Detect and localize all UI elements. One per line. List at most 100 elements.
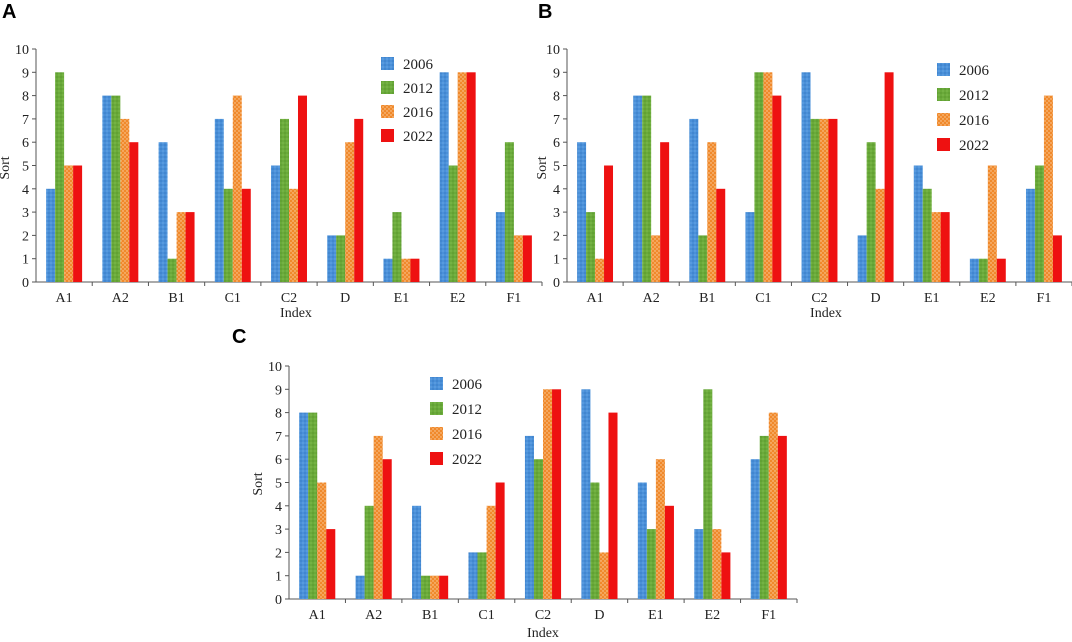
bar-C2-2022 (297, 95, 307, 282)
legend-label-2022: 2022 (959, 138, 989, 154)
bar-F1-2006 (1025, 188, 1035, 282)
bar-D-2022 (608, 412, 618, 599)
bar-D-2022 (354, 118, 364, 283)
bar-A2-2006 (355, 575, 365, 599)
y-tick-label: 7 (275, 430, 282, 445)
legend-swatch-2016 (381, 105, 394, 118)
panel-label: A (2, 1, 16, 23)
bar-A1-2012 (55, 72, 65, 282)
y-tick-label: 0 (275, 593, 282, 608)
bar-C1-2006 (468, 552, 478, 599)
bar-C1-2022 (241, 188, 251, 282)
x-axis-title: Index (280, 306, 312, 321)
bar-F1-2012 (759, 435, 769, 599)
y-tick-label: 4 (553, 183, 560, 198)
legend-swatch-2022 (381, 129, 394, 142)
bar-F1-2022 (1052, 235, 1062, 282)
bar-A2-2022 (660, 142, 670, 282)
bar-C2-2016 (289, 188, 298, 282)
chart-panel-b: B 0 1 2 3 4 5 6 7 8 9 10 A1 A2 B1 C1 C2 D E1 E2 F1 2006 2012… (535, 1, 1072, 321)
chart-panel-c: C 0 1 2 3 4 5 6 7 8 9 10 A1 A2 B1 C1 C2 D E1 E2 F1 2006 2012… (232, 326, 798, 641)
bar-A1-2012 (308, 412, 318, 599)
legend-label-2012: 2012 (959, 88, 989, 104)
legend-label-2012: 2012 (403, 81, 433, 97)
bar-B1-2022 (716, 188, 726, 282)
x-tick-label: E1 (924, 291, 940, 306)
bar-A2-2022 (129, 142, 139, 282)
bar-F1-2016 (1043, 95, 1053, 282)
legend-label-2022: 2022 (452, 452, 482, 468)
y-tick-label: 2 (553, 229, 560, 244)
bar-C1-2016 (486, 505, 496, 599)
bar-E2-2022 (466, 72, 476, 282)
bar-A2-2012 (364, 505, 374, 599)
y-tick-label: 3 (553, 206, 560, 221)
y-tick-label: 5 (553, 160, 560, 175)
y-tick-label: 0 (22, 276, 29, 291)
y-axis-title: Sort (0, 156, 13, 179)
y-tick-label: 10 (15, 43, 29, 58)
panel-label: B (538, 1, 552, 23)
bar-A2-2006 (102, 95, 112, 282)
bar-F1-2016 (513, 235, 523, 282)
x-tick-label: A2 (643, 291, 660, 306)
x-tick-label: E2 (980, 291, 996, 306)
bar-E1-2012 (922, 188, 932, 282)
bar-E1-2016 (401, 258, 411, 282)
y-tick-label: 4 (275, 500, 282, 515)
y-tick-label: 1 (22, 253, 29, 268)
panel-label: C (232, 326, 246, 348)
bar-F1-2016 (768, 412, 778, 599)
bar-A1-2016 (317, 482, 327, 599)
bar-A2-2012 (642, 95, 652, 282)
y-tick-label: 7 (22, 113, 29, 128)
chart-panel-a: A 0 1 2 3 4 5 6 7 8 9 10 A1 A2 B1 C1 C2 D E1 E2 F1 2006 2012… (0, 1, 543, 321)
bar-A1-2022 (604, 165, 614, 282)
bar-E1-2022 (664, 505, 674, 599)
y-tick-label: 6 (275, 453, 282, 468)
bar-C2-2006 (524, 435, 534, 599)
y-tick-label: 10 (268, 360, 282, 375)
y-tick-label: 5 (275, 477, 282, 492)
bar-A1-2006 (299, 412, 309, 599)
bar-E2-2016 (457, 72, 467, 282)
legend-swatch-2022 (430, 452, 443, 465)
bar-B1-2006 (412, 505, 422, 599)
x-tick-label: B1 (422, 608, 438, 623)
x-tick-label: F1 (506, 291, 521, 306)
legend-label-2006: 2006 (403, 57, 434, 73)
x-tick-label: C1 (225, 291, 241, 306)
legend-label-2016: 2016 (403, 105, 434, 121)
y-tick-label: 1 (553, 253, 560, 268)
legend-swatch-2006 (381, 57, 394, 70)
x-tick-label: C2 (281, 291, 297, 306)
x-tick-label: E2 (705, 608, 721, 623)
legend-swatch-2012 (381, 81, 394, 94)
bar-B1-2006 (689, 118, 699, 283)
bar-E1-2022 (940, 212, 950, 282)
bar-D-2012 (336, 235, 346, 282)
y-tick-label: 3 (22, 206, 29, 221)
bar-A1-2012 (586, 212, 596, 282)
legend-swatch-2016 (430, 427, 443, 440)
bar-A1-2006 (577, 142, 587, 282)
y-tick-label: 6 (22, 136, 29, 151)
bar-E1-2006 (383, 258, 393, 282)
y-tick-label: 9 (553, 66, 560, 81)
x-tick-label: C2 (811, 291, 827, 306)
bar-F1-2012 (1034, 165, 1044, 282)
y-tick-label: 2 (275, 546, 282, 561)
bar-E2-2016 (712, 529, 722, 599)
y-tick-label: 9 (275, 383, 282, 398)
bar-E2-2006 (694, 529, 704, 599)
x-tick-label: A1 (56, 291, 73, 306)
bar-C2-2012 (810, 118, 820, 283)
bar-A2-2012 (111, 95, 121, 282)
bar-D-2006 (581, 389, 591, 599)
bar-E1-2022 (410, 258, 420, 282)
bar-F1-2012 (504, 142, 514, 282)
bar-C2-2012 (280, 118, 289, 283)
bar-A1-2022 (73, 165, 83, 282)
y-tick-label: 2 (22, 229, 29, 244)
